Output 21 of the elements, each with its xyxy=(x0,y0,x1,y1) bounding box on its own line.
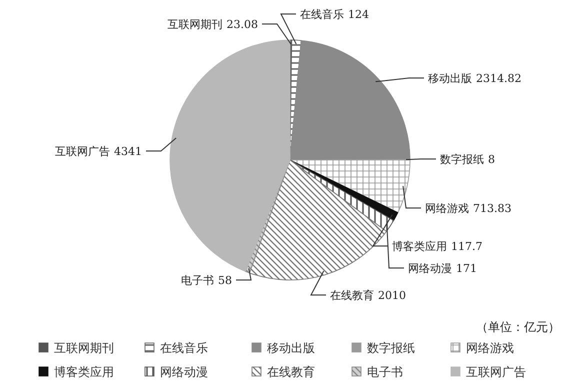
legend-label: 博客类应用 xyxy=(54,365,114,379)
legend-label: 在线教育 xyxy=(267,365,315,379)
legend-label: 网络动漫 xyxy=(160,365,208,379)
slice-label: 移动出版 xyxy=(428,72,472,85)
text: （单位：亿元） xyxy=(476,320,560,334)
legend-label: 数字报纸 xyxy=(367,341,415,355)
slice-label: 博客类应用 xyxy=(392,240,447,253)
legend-label: 电子书 xyxy=(367,365,403,379)
slice-label: 数字报纸 xyxy=(440,153,484,166)
legend-label: 网络游戏 xyxy=(466,341,514,355)
legend-label: 互联网期刊 xyxy=(54,341,114,355)
slice-label: 电子书 xyxy=(181,274,214,287)
legend-label: 移动出版 xyxy=(267,341,315,355)
slice-label: 在线教育 xyxy=(330,289,374,302)
slice-label: 互联网期刊 xyxy=(168,18,222,31)
legend-label: 在线音乐 xyxy=(160,341,208,355)
slice-label: 网络动漫 xyxy=(408,262,452,275)
slice-label: 网络游戏 xyxy=(425,202,469,215)
legend-label: 互联网广告 xyxy=(466,365,526,379)
slice-label: 互联网广告 xyxy=(55,145,110,158)
slice-label: 在线音乐 xyxy=(300,8,344,21)
